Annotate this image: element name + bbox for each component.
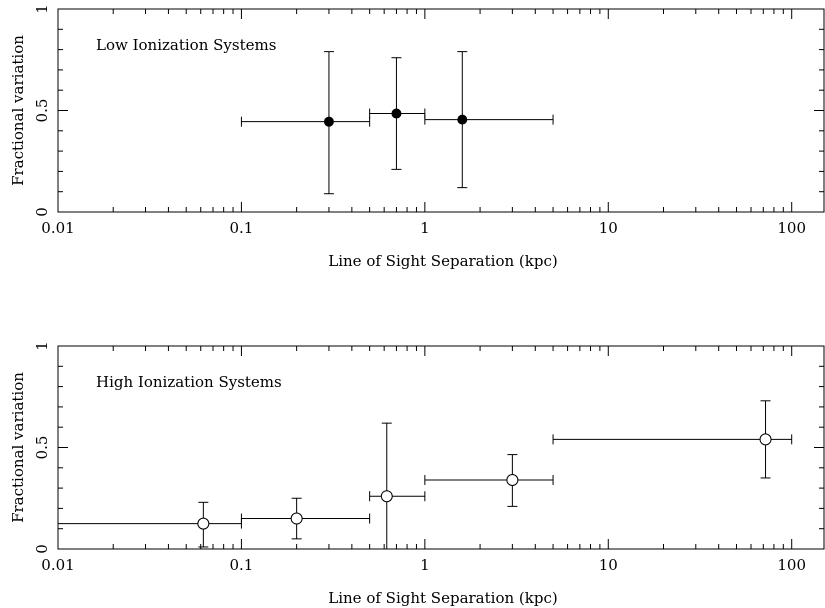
- data-point: [424, 51, 554, 189]
- data-point: [552, 400, 793, 479]
- x-tick-label: 0.01: [41, 556, 74, 574]
- panel-annotation: Low Ionization Systems: [96, 36, 276, 54]
- axis-ticks: [57, 8, 824, 213]
- data-point: [424, 454, 554, 507]
- panel-annotation: High Ionization Systems: [96, 373, 282, 391]
- data-point: [240, 497, 371, 540]
- x-tick-label: 0.01: [41, 219, 74, 237]
- y-tick-label: 1: [33, 341, 51, 351]
- x-tick-labels: 0.01 0.1 1 10 100: [41, 219, 806, 237]
- y-tick-label: 0.5: [33, 99, 51, 123]
- y-tick-labels: 00.51: [33, 4, 51, 217]
- x-axis-title: Line of Sight Separation (kpc): [328, 589, 557, 607]
- y-axis-title: Fractional variation: [9, 372, 27, 523]
- open-marker: [380, 490, 393, 503]
- open-marker: [197, 517, 210, 530]
- data-point: [240, 51, 371, 195]
- filled-marker: [457, 114, 468, 125]
- data-point: [369, 57, 426, 170]
- y-tick-label: 0: [33, 207, 51, 217]
- y-tick-labels: 00.51: [33, 341, 51, 554]
- filled-marker: [323, 116, 334, 127]
- data-point: [57, 501, 242, 548]
- x-tick-label: 1: [420, 219, 430, 237]
- x-tick-label: 100: [777, 219, 806, 237]
- x-tick-label: 0.1: [229, 556, 253, 574]
- x-tick-label: 100: [777, 556, 806, 574]
- x-tick-label: 10: [599, 219, 618, 237]
- y-tick-label: 1: [33, 4, 51, 14]
- panel-low-ionization: 0.01 0.1 1 10 100 00.51 Low Ionization Syste…: [9, 4, 825, 270]
- open-marker: [290, 512, 303, 525]
- y-axis-title: Fractional variation: [9, 35, 27, 186]
- open-marker: [506, 473, 519, 486]
- x-tick-labels: 0.01 0.1 1 10 100: [41, 556, 806, 574]
- filled-marker: [391, 108, 402, 119]
- data-point: [369, 422, 426, 550]
- y-tick-label: 0: [33, 544, 51, 554]
- x-tick-label: 0.1: [229, 219, 253, 237]
- data-points: [240, 51, 554, 195]
- axis-ticks: [57, 345, 824, 550]
- y-tick-label: 0.5: [33, 436, 51, 460]
- x-axis-title: Line of Sight Separation (kpc): [328, 252, 557, 270]
- x-tick-label: 1: [420, 556, 430, 574]
- open-marker: [759, 433, 772, 446]
- data-points: [57, 400, 793, 550]
- panel-high-ionization: 0.01 0.1 1 10 100 00.51 High Ionization Syst…: [9, 341, 825, 607]
- x-tick-label: 10: [599, 556, 618, 574]
